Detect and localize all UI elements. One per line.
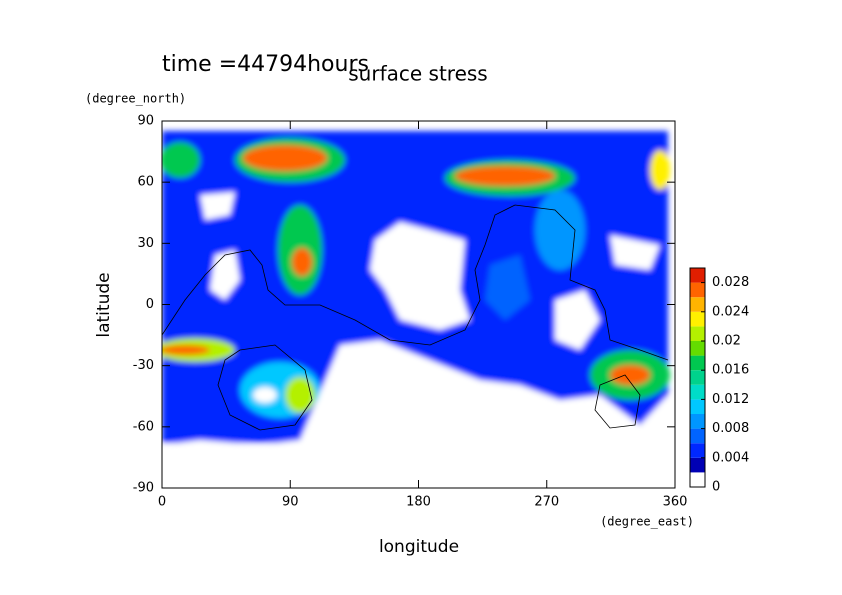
colorbar-tick-label: 0.028: [712, 275, 749, 290]
chart-subtitle: time =44794hours: [162, 52, 369, 77]
colorbar-swatch: [690, 282, 705, 298]
colorbar-swatch: [690, 311, 705, 327]
colorbar-swatch: [690, 384, 705, 400]
x-tick-label: 360: [663, 495, 688, 510]
y-tick-label: 90: [137, 114, 154, 129]
y-unit: (degree_north): [85, 92, 186, 106]
x-tick-label: 90: [282, 495, 299, 510]
colorbar-swatch: [690, 326, 705, 341]
x-tick-label: 270: [534, 495, 559, 510]
colorbar-tick-label: 0.008: [712, 421, 749, 436]
colorbar-swatch: [690, 341, 705, 356]
x-tick-label: 180: [406, 495, 431, 510]
colorbar-swatch: [690, 457, 705, 473]
colorbar-swatch: [690, 297, 705, 312]
y-tick-label: -30: [133, 358, 154, 373]
colorbar-tick-label: 0.024: [712, 304, 749, 319]
colorbar-swatch: [690, 355, 705, 371]
colorbar-tick-label: 0.016: [712, 363, 749, 378]
y-tick-label: -90: [133, 481, 154, 496]
colorbar-frame: [689, 267, 706, 488]
y-tick-label: 30: [137, 236, 154, 251]
colorbar-swatch: [690, 370, 705, 385]
colorbar-tick-label: 0.02: [712, 334, 741, 349]
chart-title: surface stress: [348, 62, 487, 86]
y-tick-label: 60: [137, 175, 154, 190]
colorbar-tick-label: 0.012: [712, 392, 749, 407]
colorbar-tick-label: 0: [712, 480, 720, 495]
colorbar-swatch: [690, 428, 705, 444]
x-tick-label: 0: [158, 495, 166, 510]
colorbar-swatch: [690, 443, 705, 458]
colorbar-tick-label: 0.004: [712, 450, 749, 465]
x-axis-label: longitude: [379, 537, 459, 557]
y-tick-label: -60: [133, 419, 154, 434]
colorbar-swatch: [690, 414, 705, 429]
colorbar-swatch: [690, 268, 705, 283]
y-axis-label: latitude: [94, 272, 114, 337]
colorbar-swatch: [690, 399, 705, 414]
x-unit: (degree_east): [600, 515, 694, 529]
contour-field: [162, 131, 670, 488]
y-tick-label: 0: [146, 297, 154, 312]
colorbar-swatch: [690, 472, 705, 487]
